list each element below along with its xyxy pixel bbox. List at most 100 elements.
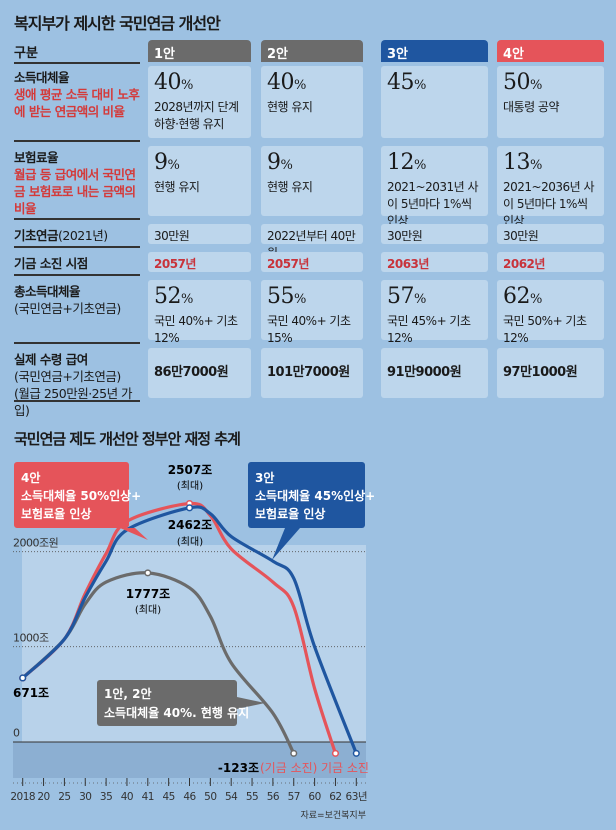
table-cell: 45% <box>381 66 488 138</box>
row-note: 생애 평균 소득 대비 노후에 받는 연금액의 비율 <box>14 87 140 119</box>
row-label: 보험료율 월급 등 급여에서 국민연금 보험료로 내는 금액의 비율 <box>14 146 140 220</box>
cell-number: 40 <box>154 70 182 95</box>
x-tick-label: 56 <box>267 791 280 803</box>
table-cell: 13% 2021~2036년 사이 5년마다 1%씩 인상 <box>497 146 604 228</box>
peak-12-value: 1777조 <box>126 587 170 601</box>
table-cell: 86만7000원 <box>148 348 251 398</box>
table-cell: 97만1000원 <box>497 348 604 398</box>
data-point <box>185 504 194 512</box>
row-title: 기초연금 <box>14 228 59 243</box>
series-line-2 <box>21 505 358 754</box>
column-header-4: 4안 <box>497 40 604 62</box>
x-tick-label: 30 <box>79 791 91 803</box>
table-cell: 40% 2028년까지 단계 하향·현행 유지 <box>148 66 251 138</box>
cell-unit: % <box>530 158 542 173</box>
callout-3an-line1: 소득대체율 45%인상+ <box>255 488 375 503</box>
table-cell: 91만9000원 <box>381 348 488 398</box>
table-cell: 30만원 <box>148 224 251 244</box>
cell-text: 2057년 <box>267 257 309 271</box>
cell-value: 12% <box>387 150 482 179</box>
cell-value: 9% <box>154 150 245 179</box>
cell-text: 대통령 공약 <box>503 100 560 114</box>
x-tick-label: 20 <box>37 791 49 803</box>
table-cell: 9% 현행 유지 <box>148 146 251 216</box>
cell-unit: % <box>294 78 306 93</box>
cell-text: 2062년 <box>503 257 545 271</box>
peak-3an-max: (최대) <box>177 536 203 548</box>
callout-3an-line2: 보험료율 인상 <box>255 506 325 521</box>
table-cell: 9% 현행 유지 <box>261 146 363 216</box>
data-point <box>352 749 360 757</box>
cell-number: 12 <box>387 150 415 175</box>
cell-number: 40 <box>267 70 295 95</box>
cell-text: 현행 유지 <box>267 180 313 194</box>
cell-number: 57 <box>387 284 415 309</box>
row-label: 기금 소진 시점 <box>14 252 140 276</box>
row-label: 총소득대체율 (국민연금+기초연금) <box>14 280 140 344</box>
table-cell: 55% 국민 40%+ 기초 15% <box>261 280 363 345</box>
cell-value: 13% <box>503 150 598 179</box>
x-tick-label: 57 <box>288 791 300 803</box>
cell-unit: % <box>530 292 542 307</box>
peak-12-max: (최대) <box>135 604 161 616</box>
cell-unit: % <box>414 292 426 307</box>
column-header-1: 1안 <box>148 40 251 62</box>
end-12-value: -123조 <box>218 761 259 775</box>
cell-value: 55% <box>267 284 357 313</box>
row-sub: (2021년) <box>58 228 108 243</box>
row-title: 기금 소진 시점 <box>14 256 88 271</box>
row-label: 소득대체율 생애 평균 소득 대비 노후에 받는 연금액의 비율 <box>14 66 140 142</box>
cell-text: 국민 40%+ 기초 12% <box>154 314 238 345</box>
cell-unit: % <box>181 78 193 93</box>
x-tick-label: 41 <box>142 791 154 803</box>
cell-value: 45% <box>387 70 482 99</box>
cell-number: 45 <box>387 70 415 95</box>
cell-value: 52% <box>154 284 245 313</box>
cell-unit: % <box>530 78 542 93</box>
table-cell: 40% 현행 유지 <box>261 66 363 138</box>
callout-4an: 4안 소득대체율 50%인상+ 보험료율 인상 <box>14 462 148 540</box>
callout-12-title: 1안, 2안 <box>104 686 152 701</box>
x-tick-label: 63년 <box>346 791 368 803</box>
x-tick-label: 2018 <box>10 791 35 803</box>
row-label: 기초연금(2021년) <box>14 224 140 248</box>
x-tick-label: 45 <box>162 791 174 803</box>
cell-text: 30만원 <box>387 229 423 243</box>
cell-number: 55 <box>267 284 295 309</box>
end-34-note: 기금 소진 <box>321 761 369 775</box>
y-tick-label: 0 <box>13 727 20 740</box>
cell-value: 50% <box>503 70 598 99</box>
negative-zone <box>13 742 366 778</box>
cell-number: 50 <box>503 70 531 95</box>
cell-text: 현행 유지 <box>154 180 200 194</box>
callout-3an-title: 3안 <box>255 470 274 485</box>
cell-text: 97만1000원 <box>503 365 578 380</box>
peak-4an-value: 2507조 <box>168 463 212 477</box>
table-cell: 62% 국민 50%+ 기초 12% <box>497 280 604 345</box>
table-cell: 2063년 <box>381 252 488 272</box>
cell-text: 101만7000원 <box>267 365 350 380</box>
callout-3an: 3안 소득대체율 45%인상+ 보험료율 인상 <box>248 462 375 560</box>
x-tick-label: 50 <box>204 791 216 803</box>
x-tick-label: 54 <box>225 791 238 803</box>
cell-unit: % <box>280 158 293 173</box>
x-tick-label: 40 <box>121 791 133 803</box>
row-sub2: (월급 250만원·25년 가입) <box>14 386 133 418</box>
peak-3an-value: 2462조 <box>168 518 212 532</box>
cell-text: 91만9000원 <box>387 365 462 380</box>
table-cell: 2057년 <box>261 252 363 272</box>
cell-text: 국민 40%+ 기초 15% <box>267 314 351 345</box>
cell-unit: % <box>414 158 426 173</box>
cell-text: 30만원 <box>154 229 190 243</box>
cell-text: 국민 50%+ 기초 12% <box>503 314 587 345</box>
cell-number: 9 <box>267 150 281 175</box>
cell-unit: % <box>294 292 306 307</box>
row-title: 총소득대체율 <box>14 284 81 299</box>
x-tick-label: 62 <box>329 791 341 803</box>
column-header-2: 2안 <box>261 40 363 62</box>
table-cell: 57% 국민 45%+ 기초 12% <box>381 280 488 345</box>
cell-text: 2021~2036년 사이 5년마다 1%씩 인상 <box>503 180 595 228</box>
cell-unit: % <box>167 158 180 173</box>
cell-number: 62 <box>503 284 531 309</box>
